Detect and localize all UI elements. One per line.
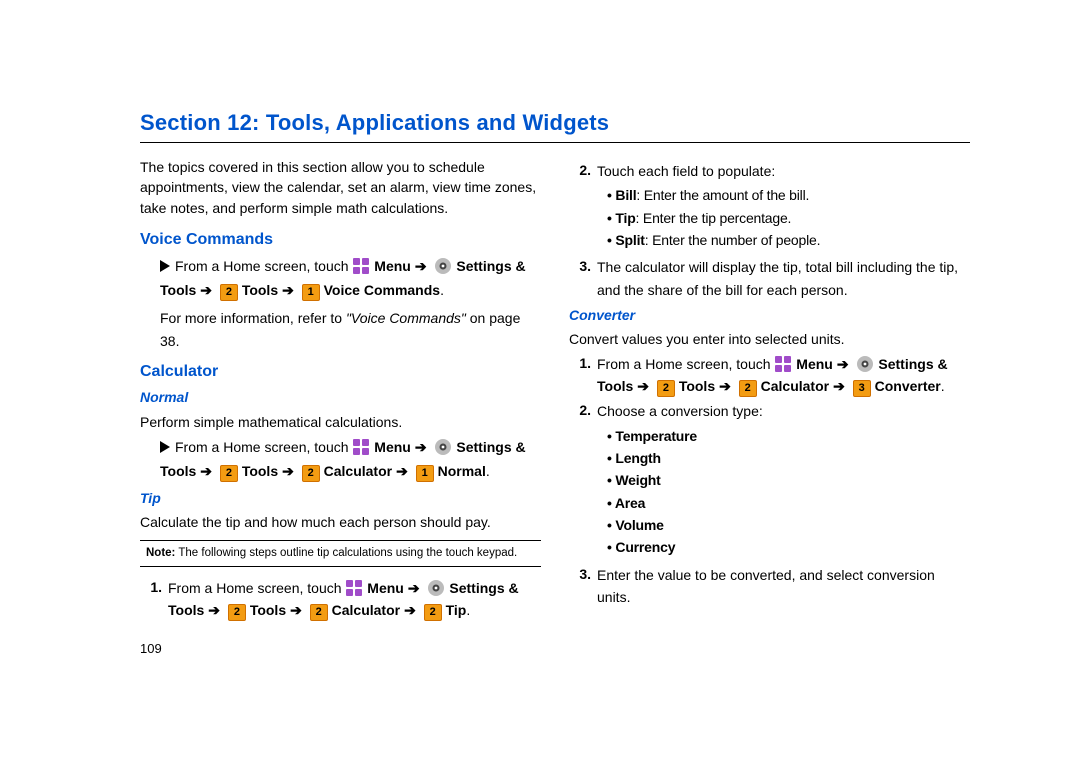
- tip-step-2: 2. Touch each field to populate:: [569, 160, 970, 182]
- voice-nav-path: From a Home screen, touch Menu➔ Settings…: [160, 255, 541, 303]
- right-column: 2. Touch each field to populate: Bill: E…: [569, 157, 970, 659]
- manual-page: Section 12: Tools, Applications and Widg…: [0, 0, 1080, 699]
- two-column-layout: The topics covered in this section allow…: [140, 157, 970, 659]
- num-badge-1: 1: [302, 284, 320, 301]
- conv-step-2: 2. Choose a conversion type:: [569, 400, 970, 422]
- menu-grid-icon: [345, 579, 363, 597]
- tip-step-3: 3. The calculator will display the tip, …: [569, 256, 970, 301]
- menu-grid-icon: [774, 355, 792, 373]
- heading-calculator: Calculator: [140, 360, 541, 383]
- section-title: Section 12: Tools, Applications and Widg…: [140, 110, 970, 136]
- conv-types: Temperature Length Weight Area Volume Cu…: [593, 426, 970, 558]
- converter-desc: Convert values you enter into selected u…: [569, 329, 970, 349]
- triangle-bullet-icon: [160, 441, 170, 453]
- menu-grid-icon: [352, 257, 370, 275]
- gear-icon: [856, 355, 874, 373]
- title-rule: [140, 142, 970, 143]
- heading-converter: Converter: [569, 305, 970, 325]
- triangle-bullet-icon: [160, 260, 170, 272]
- conv-step-3: 3. Enter the value to be converted, and …: [569, 564, 970, 609]
- note-box: Note: The following steps outline tip ca…: [140, 540, 541, 567]
- gear-icon: [427, 579, 445, 597]
- tip-desc: Calculate the tip and how much each pers…: [140, 512, 541, 532]
- voice-ref: For more information, refer to "Voice Co…: [160, 307, 541, 355]
- page-number: 109: [140, 640, 541, 659]
- left-column: The topics covered in this section allow…: [140, 157, 541, 659]
- heading-voice-commands: Voice Commands: [140, 228, 541, 251]
- heading-tip: Tip: [140, 488, 541, 508]
- gear-icon: [434, 257, 452, 275]
- tip-step-1: 1. From a Home screen, touch Menu➔ Setti…: [140, 577, 541, 622]
- tip-fields: Bill: Enter the amount of the bill. Tip:…: [593, 185, 970, 250]
- normal-desc: Perform simple mathematical calculations…: [140, 412, 541, 432]
- normal-nav-path: From a Home screen, touch Menu➔ Settings…: [160, 436, 541, 484]
- num-badge-2: 2: [220, 284, 238, 301]
- conv-step-1: 1. From a Home screen, touch Menu➔ Setti…: [569, 353, 970, 398]
- menu-grid-icon: [352, 438, 370, 456]
- heading-normal: Normal: [140, 387, 541, 407]
- gear-icon: [434, 438, 452, 456]
- intro-text: The topics covered in this section allow…: [140, 157, 541, 218]
